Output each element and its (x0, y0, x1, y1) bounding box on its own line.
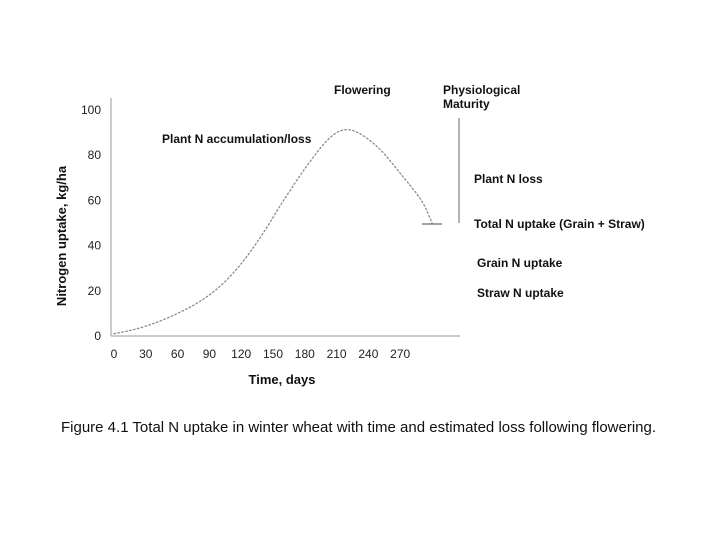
grain-uptake-label: Grain N uptake (477, 256, 563, 270)
x-tick-label: 150 (263, 347, 283, 361)
x-tick-label: 210 (327, 347, 347, 361)
straw-uptake-label: Straw N uptake (477, 286, 564, 300)
curve-label: Plant N accumulation/loss (162, 132, 312, 146)
uptake-curve (113, 128, 433, 335)
y-tick-label: 60 (88, 193, 102, 207)
nitrogen-uptake-chart: 0 20 40 60 80 100 0 30 60 90 120 150 180 210 240 270 T… (54, 83, 645, 387)
flowering-label: Flowering (334, 83, 391, 97)
y-tick-labels: 0 20 40 60 80 100 (81, 103, 101, 343)
y-tick-label: 40 (88, 239, 102, 253)
x-tick-label: 60 (171, 347, 185, 361)
x-tick-label: 0 (111, 347, 118, 361)
x-tick-labels: 0 30 60 90 120 150 180 210 240 270 (111, 347, 411, 361)
y-tick-label: 80 (88, 148, 102, 162)
y-tick-label: 0 (94, 329, 101, 343)
x-tick-label: 270 (390, 347, 410, 361)
x-tick-label: 120 (231, 347, 251, 361)
x-axis-title: Time, days (249, 372, 316, 387)
maturity-label-line2: Maturity (443, 97, 490, 111)
x-tick-label: 30 (139, 347, 153, 361)
y-tick-label: 100 (81, 103, 101, 117)
plant-n-loss-label: Plant N loss (474, 172, 543, 186)
x-tick-label: 180 (295, 347, 315, 361)
maturity-label-line1: Physiological (443, 83, 520, 97)
total-uptake-label: Total N uptake (Grain + Straw) (474, 217, 645, 231)
x-tick-label: 240 (358, 347, 378, 361)
y-axis-title: Nitrogen uptake, kg/ha (54, 165, 69, 306)
x-tick-label: 90 (203, 347, 217, 361)
y-tick-label: 20 (88, 284, 102, 298)
figure-caption: Figure 4.1 Total N uptake in winter whea… (61, 419, 657, 436)
